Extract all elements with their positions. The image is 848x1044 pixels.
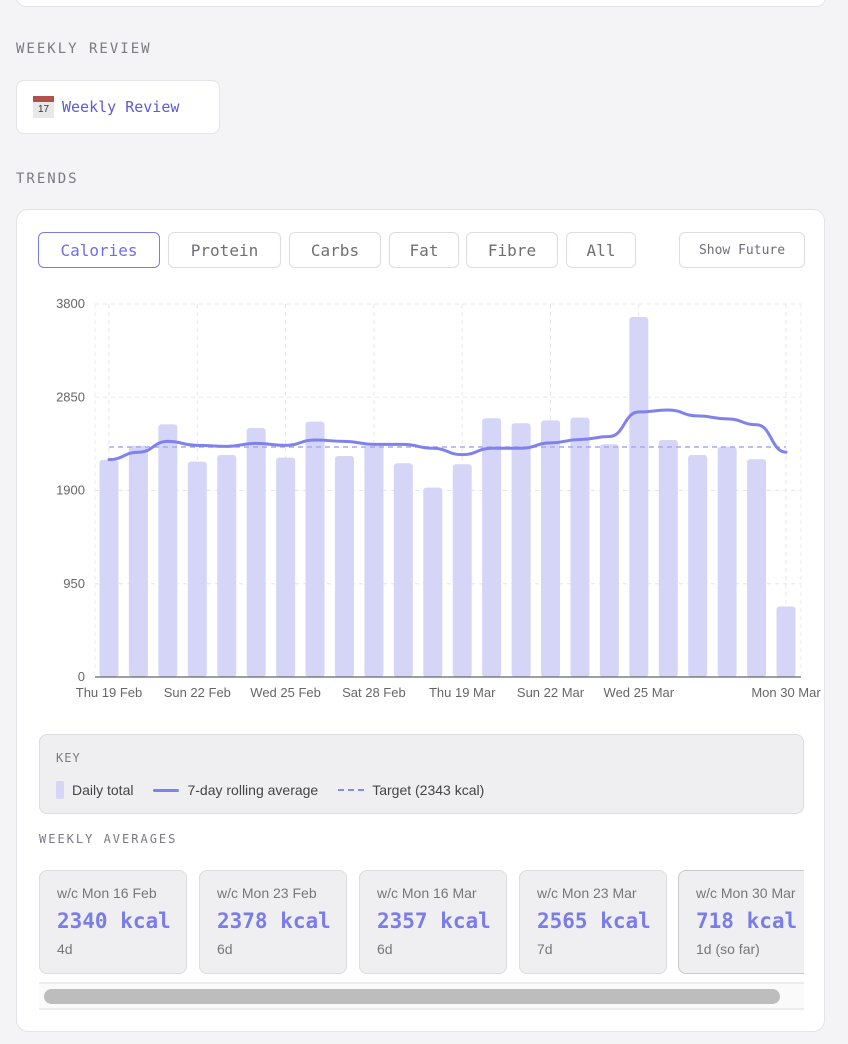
key-target: Target (2343 kcal) [372,782,485,798]
week-label: w/c Mon 16 Mar [377,885,477,901]
weekly-review-label: Weekly Review [62,98,180,116]
weekly-review-button[interactable]: 17 Weekly Review [16,80,220,134]
week-days: 4d [57,941,73,957]
tab-calories[interactable]: Calories [38,232,160,268]
daily-total-bar [747,459,767,677]
rolling-average-line [107,408,788,462]
x-tick-label: Sun 22 Mar [517,685,585,700]
tab-all[interactable]: All [566,232,636,268]
trends-heading: TRENDS [16,171,79,187]
tab-protein[interactable]: Protein [168,232,281,268]
daily-total-bar [452,464,472,677]
x-tick-label: Thu 19 Mar [429,685,496,700]
x-tick-label: Sat 28 Feb [342,685,406,700]
tab-fat[interactable]: Fat [389,232,459,268]
key-daily-total: Daily total [72,782,134,798]
scrollbar-thumb[interactable] [44,989,780,1004]
calories-chart: 0 950 1900 2850 3800 Thu 19 Feb Sun 22 Feb Wed … [56,296,821,700]
y-tick-label: 3800 [56,296,85,311]
tab-carbs[interactable]: Carbs [289,232,381,268]
week-card: w/c Mon 23 Feb 2378 kcal 6d [199,870,347,974]
x-tick-label: Wed 25 Mar [604,685,675,700]
week-average: 2357 kcal [377,909,491,933]
daily-total-bar [570,417,590,677]
daily-total-bar [629,316,649,677]
weekly-review-heading: WEEKLY REVIEW [16,41,152,57]
y-tick-label: 1900 [56,483,85,498]
daily-total-swatch [56,781,64,799]
daily-total-bar [217,454,237,677]
week-card: w/c Mon 30 Mar 718 kcal 1d (so far) [678,870,804,974]
daily-total-bar [246,427,266,677]
daily-total-bar [599,444,619,677]
target-swatch [338,789,365,791]
daily-total-bar [305,421,325,677]
key-title: KEY [56,751,81,765]
daily-total-bar [541,420,561,677]
week-average: 2565 kcal [537,909,651,933]
week-days: 6d [377,941,393,957]
daily-total-bar [658,439,678,677]
daily-total-bar [128,445,148,677]
weekly-averages-heading: WEEKLY AVERAGES [39,832,178,846]
daily-total-bar [364,445,384,677]
week-card: w/c Mon 16 Feb 2340 kcal 4d [39,870,187,974]
chart-key: KEY Daily total 7-day rolling average Ta… [39,734,804,814]
daily-total-bar [776,606,796,677]
x-tick-label: Thu 19 Feb [76,685,143,700]
calendar-icon: 17 [33,96,54,118]
daily-total-bar [99,459,119,677]
x-tick-label: Wed 25 Feb [250,685,321,700]
week-average: 718 kcal [696,909,798,933]
daily-total-bar [334,455,354,677]
daily-total-bar [423,487,443,677]
week-card: w/c Mon 23 Mar 2565 kcal 7d [519,870,667,974]
week-days: 7d [537,941,553,957]
daily-total-bar [158,424,178,677]
week-days: 1d (so far) [696,941,760,957]
week-label: w/c Mon 30 Mar [696,885,796,901]
rolling-average-swatch [153,788,180,792]
week-average: 2378 kcal [217,909,331,933]
week-label: w/c Mon 23 Mar [537,885,637,901]
y-tick-label: 950 [63,576,85,591]
show-future-button[interactable]: Show Future [679,232,805,268]
x-tick-label: Mon 30 Mar [751,685,821,700]
daily-total-bar [393,463,413,677]
trends-card: Calories Protein Carbs Fat Fibre All Sho… [16,209,825,1032]
daily-total-bar [482,418,502,677]
week-average: 2340 kcal [57,909,171,933]
weekly-averages-scroller[interactable]: w/c Mon 16 Feb 2340 kcal 4d w/c Mon 23 F… [39,870,804,976]
y-tick-label: 2850 [56,389,85,404]
daily-total-bar [688,454,708,677]
week-days: 6d [217,941,233,957]
tab-fibre[interactable]: Fibre [466,232,558,268]
daily-total-bar [187,461,207,677]
daily-total-bar [276,457,296,677]
x-tick-label: Sun 22 Feb [164,685,231,700]
week-card: w/c Mon 16 Mar 2357 kcal 6d [359,870,507,974]
week-label: w/c Mon 16 Feb [57,885,157,901]
key-rolling-average: 7-day rolling average [187,782,319,798]
horizontal-scrollbar[interactable] [39,982,804,1010]
daily-total-bar [511,423,531,677]
previous-card [16,0,826,7]
week-label: w/c Mon 23 Feb [217,885,317,901]
y-tick-label: 0 [78,669,85,684]
daily-total-bar [717,446,737,677]
